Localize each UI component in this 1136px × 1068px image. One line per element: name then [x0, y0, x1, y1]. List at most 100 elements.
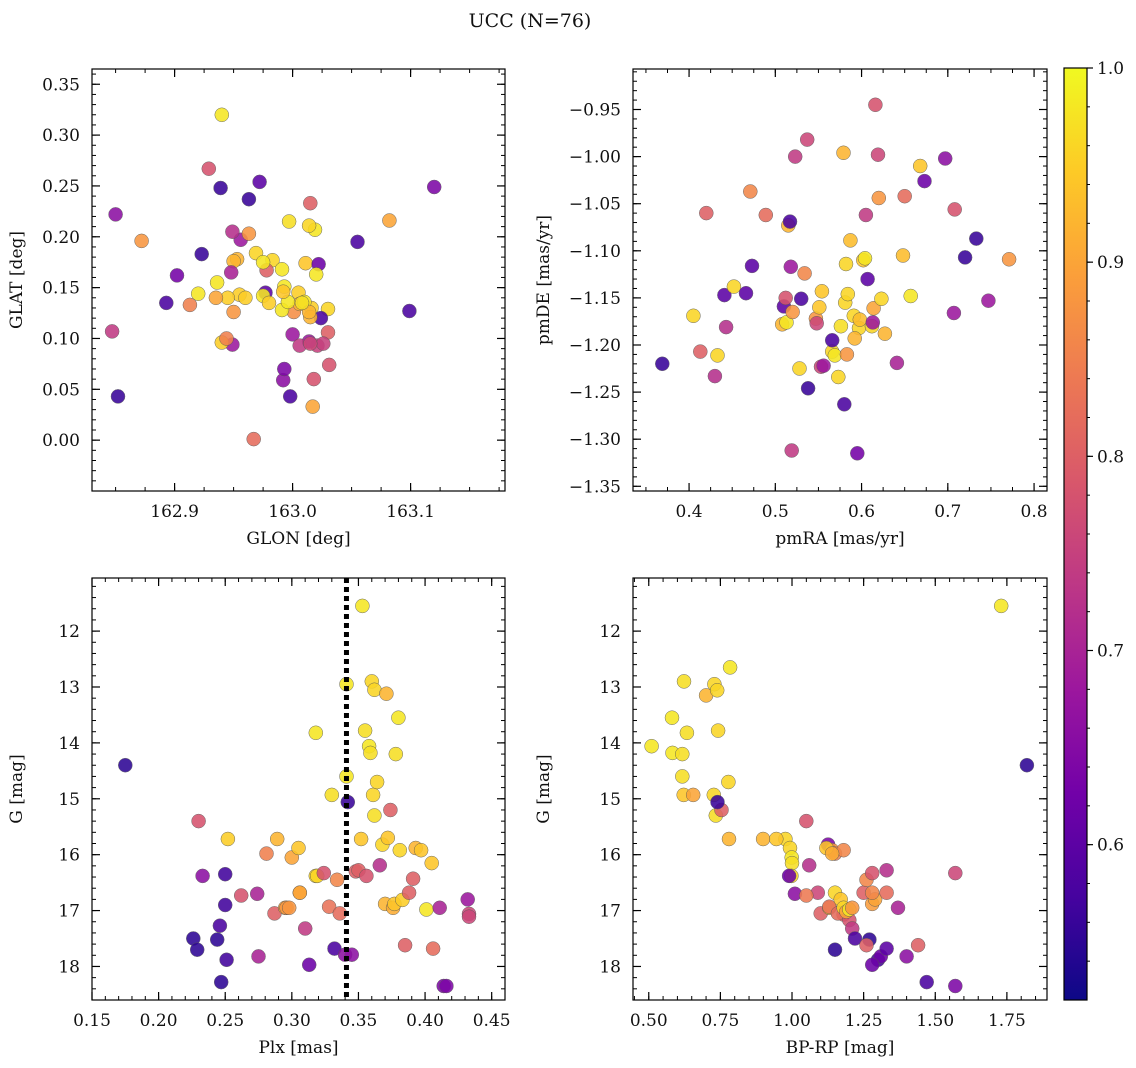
x-tick-label: 0.75: [701, 1011, 739, 1031]
data-point: [303, 336, 318, 351]
data-point: [274, 262, 290, 277]
data-point: [799, 813, 814, 829]
y-tick-label: 18: [599, 957, 621, 977]
data-point: [833, 318, 849, 334]
y-tick-label: −1.15: [569, 289, 621, 309]
y-tick-label: 15: [58, 790, 80, 810]
data-point: [213, 974, 229, 990]
data-point: [359, 868, 374, 884]
x-tick-label: 163.1: [386, 502, 435, 522]
data-point: [717, 287, 732, 303]
data-point: [104, 324, 120, 339]
data-point: [233, 888, 249, 903]
panel-sky: 162.9 163.0 163.1 0.00 0.05 0.10 0.15 0.20 0.25 0…: [7, 68, 506, 549]
data-point: [380, 830, 396, 846]
points-parallax-magnitude: [118, 598, 477, 994]
data-point: [655, 356, 670, 372]
data-point: [721, 831, 737, 847]
data-point: [877, 326, 893, 341]
data-point: [425, 941, 441, 956]
data-point: [738, 285, 754, 301]
data-point: [726, 279, 742, 294]
data-point: [281, 214, 297, 229]
data-point: [214, 107, 230, 123]
data-point: [379, 686, 394, 701]
x-tick-label: 0.7: [934, 502, 961, 522]
data-point: [879, 941, 894, 956]
panel-proper-motion: 0.4 0.5 0.6 0.7 0.8 −1.35 −1.30 −1.25 −1.20 −1.15…: [534, 68, 1048, 549]
data-point: [301, 218, 317, 233]
y-tick-label: 0.30: [42, 126, 80, 146]
y-axis-label: pmDE [mas/yr]: [534, 215, 554, 345]
data-point: [405, 871, 421, 886]
data-point: [852, 312, 868, 327]
points-proper-motion: [655, 97, 1017, 461]
data-point: [844, 900, 860, 916]
x-tick-label: 0.8: [1021, 502, 1048, 522]
data-point: [782, 214, 798, 229]
data-point: [946, 305, 962, 321]
data-point: [870, 147, 886, 162]
data-point: [831, 369, 846, 385]
data-point: [812, 300, 827, 315]
data-point: [261, 295, 277, 311]
data-point: [391, 710, 406, 725]
data-point: [213, 180, 228, 196]
data-point: [879, 863, 894, 878]
y-tick-label: 16: [599, 846, 621, 866]
data-point: [460, 892, 475, 907]
data-point: [850, 446, 865, 461]
x-axis-label: BP-RP [mag]: [786, 1038, 895, 1058]
data-point: [219, 331, 234, 346]
data-point: [827, 942, 843, 957]
data-point: [316, 865, 332, 881]
data-point: [781, 868, 797, 884]
data-point: [917, 173, 932, 189]
data-point: [899, 949, 914, 964]
data-point: [664, 710, 680, 725]
colorbar-tick-label: 0.6: [1097, 836, 1124, 856]
data-point: [292, 885, 308, 900]
colorbar-tick-label: 0.9: [1097, 253, 1124, 273]
y-tick-label: 14: [599, 734, 621, 754]
axes-frame: [91, 68, 506, 492]
data-point: [787, 149, 803, 164]
data-point: [889, 355, 905, 371]
data-point: [686, 308, 701, 324]
data-point: [281, 900, 297, 916]
data-point: [769, 831, 784, 847]
data-point: [784, 443, 799, 458]
data-point: [879, 885, 894, 900]
data-point: [693, 344, 708, 359]
data-point: [402, 303, 417, 319]
data-point: [836, 145, 851, 161]
data-point: [785, 304, 800, 320]
y-tick-label: 0.00: [42, 431, 80, 451]
x-axis-label: GLON [deg]: [246, 529, 350, 549]
y-tick-label: 13: [599, 678, 621, 698]
data-point: [195, 868, 210, 884]
data-point: [321, 899, 337, 914]
data-point: [847, 931, 863, 946]
data-point: [321, 357, 337, 373]
data-point: [194, 246, 209, 262]
data-point: [707, 368, 723, 384]
x-tick-label: 0.30: [273, 1011, 311, 1031]
data-point: [118, 757, 133, 773]
colorbar: 0.6 0.7 0.8 0.9 1.0: [1063, 59, 1124, 1001]
data-point: [839, 347, 855, 362]
x-tick-label: 1.50: [916, 1011, 954, 1031]
data-point: [874, 291, 889, 307]
data-point: [397, 937, 413, 953]
data-point: [190, 286, 206, 301]
y-tick-label: −1.25: [569, 383, 621, 403]
data-point: [285, 327, 300, 342]
data-point: [799, 132, 815, 147]
data-point: [800, 381, 816, 396]
data-point: [357, 723, 373, 738]
data-point: [903, 288, 918, 304]
data-point: [251, 949, 266, 964]
x-axis-label: Plx [mas]: [258, 1038, 338, 1058]
data-point: [675, 769, 690, 784]
